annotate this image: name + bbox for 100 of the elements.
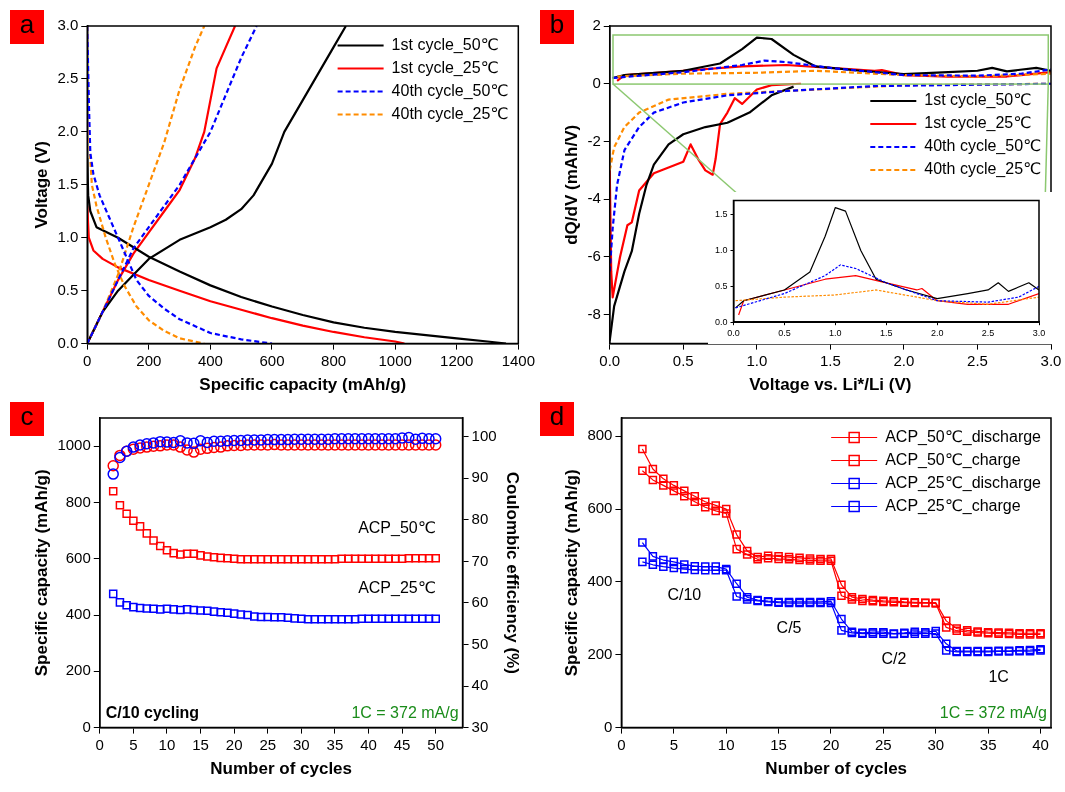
x-tick-label: 2.0 xyxy=(930,328,944,339)
x-tick-label: 30 xyxy=(927,735,945,753)
y-tick-label: 0 xyxy=(82,717,91,735)
x-axis-title: Voltage vs. Li*/Li (V) xyxy=(749,375,912,395)
legend-label: 1st cycle_50℃ xyxy=(924,91,1032,110)
annotation: 1C = 372 mA/g xyxy=(351,704,459,722)
x-tick-label: 0 xyxy=(617,735,626,753)
legend-label: 1st cycle_25℃ xyxy=(391,58,499,77)
x-tick-label: 30 xyxy=(292,735,310,753)
legend-label: ACP_25℃_charge xyxy=(885,496,1021,515)
y2-tick-label: 40 xyxy=(471,676,489,694)
y-tick-label: -2 xyxy=(587,131,601,149)
y-tick-label: 3.0 xyxy=(57,16,79,34)
y-axis-title: Specific capacity (mAh/g) xyxy=(561,469,581,677)
x-tick-label: 50 xyxy=(427,735,445,753)
y-tick-label: 1.0 xyxy=(57,227,79,245)
y-tick-label: 1.0 xyxy=(715,245,728,256)
series-label: ACP_50℃ xyxy=(358,518,436,537)
legend-label: 40th cycle_50℃ xyxy=(391,81,509,100)
x-tick-label: 2.0 xyxy=(893,351,915,369)
annotation: C/5 xyxy=(776,619,802,637)
x-tick-label: 1000 xyxy=(378,351,412,369)
y-tick-label: 0.5 xyxy=(57,280,79,298)
x-tick-label: 1200 xyxy=(440,351,474,369)
y-tick-label: 2.5 xyxy=(57,69,79,87)
x-tick-label: 20 xyxy=(225,735,243,753)
x-tick-label: 15 xyxy=(192,735,209,753)
series-label: ACP_25℃ xyxy=(358,579,436,598)
y-tick-label: 2.0 xyxy=(57,122,79,140)
x-tick-label: 1.0 xyxy=(746,351,768,369)
y-tick-label: 800 xyxy=(587,426,613,444)
chart-title: a xyxy=(19,9,35,40)
chart-title: b xyxy=(549,9,565,40)
y-tick-label: 2 xyxy=(592,16,601,34)
x-tick-label: 1.5 xyxy=(880,328,893,339)
annotation: C/10 cycling xyxy=(105,704,200,722)
y-tick-label: 1000 xyxy=(57,436,91,454)
x-axis-title: Number of cycles xyxy=(765,759,908,779)
legend-label: 40th cycle_25℃ xyxy=(924,160,1042,179)
y2-tick-label: 30 xyxy=(471,717,489,735)
y2-tick-label: 80 xyxy=(471,509,489,527)
y-tick-label: 0.5 xyxy=(715,280,728,291)
y-tick-label: 200 xyxy=(587,644,613,662)
y-axis-title: Voltage (V) xyxy=(31,141,51,229)
legend-label: ACP_25℃_discharge xyxy=(885,473,1042,492)
y-tick-label: 400 xyxy=(587,572,613,590)
x-tick-label: 40 xyxy=(1032,735,1049,753)
x-tick-label: 5 xyxy=(129,735,138,753)
x-tick-label: 0.5 xyxy=(778,328,791,339)
legend-label: ACP_50℃_discharge xyxy=(885,427,1042,446)
x-tick-label: 3.0 xyxy=(1040,351,1062,369)
y-tick-label: 1.5 xyxy=(57,174,79,192)
x-tick-label: 35 xyxy=(979,735,997,753)
x-axis-title: Specific capacity (mAh/g) xyxy=(199,375,407,395)
x-tick-label: 1.5 xyxy=(819,351,841,369)
legend-label: 1st cycle_50℃ xyxy=(391,35,499,54)
x-tick-label: 35 xyxy=(326,735,344,753)
x-tick-label: 800 xyxy=(321,351,347,369)
x-tick-label: 200 xyxy=(136,351,162,369)
y-tick-label: 600 xyxy=(587,499,613,517)
annotation: C/2 xyxy=(881,650,907,668)
legend-label: 40th cycle_25℃ xyxy=(391,104,509,123)
y-axis-title: dQ/dV (mAh/V) xyxy=(561,124,581,245)
x-tick-label: 3.0 xyxy=(1032,328,1046,339)
legend-label: 40th cycle_50℃ xyxy=(924,137,1042,156)
y-tick-label: -6 xyxy=(587,247,601,265)
y2-tick-label: 60 xyxy=(471,593,489,611)
x-tick-label: 10 xyxy=(158,735,176,753)
chart-title: d xyxy=(549,401,565,432)
x-tick-label: 10 xyxy=(717,735,735,753)
y-tick-label: -4 xyxy=(587,189,601,207)
chart-title: c xyxy=(20,401,34,432)
y-tick-label: 600 xyxy=(65,548,91,566)
x-tick-label: 400 xyxy=(197,351,223,369)
y2-tick-label: 90 xyxy=(471,468,489,486)
x-tick-label: 0 xyxy=(95,735,104,753)
annotation: C/10 xyxy=(667,585,702,603)
x-tick-label: 1400 xyxy=(501,351,535,369)
y-tick-label: -8 xyxy=(587,304,601,322)
x-axis-title: Number of cycles xyxy=(210,759,353,779)
y-tick-label: 1.5 xyxy=(715,209,728,220)
x-tick-label: 2.5 xyxy=(967,351,988,369)
y-tick-label: 0.0 xyxy=(715,316,728,327)
x-tick-label: 45 xyxy=(393,735,411,753)
x-tick-label: 2.5 xyxy=(981,328,995,339)
y-tick-label: 800 xyxy=(65,492,91,510)
x-tick-label: 40 xyxy=(360,735,377,753)
x-tick-label: 25 xyxy=(259,735,277,753)
x-tick-label: 15 xyxy=(770,735,787,753)
y2-tick-label: 50 xyxy=(471,634,489,652)
annotation: 1C xyxy=(988,667,1009,685)
x-tick-label: 5 xyxy=(669,735,678,753)
x-tick-label: 1.0 xyxy=(829,328,842,339)
y-axis-title: Specific capacity (mAh/g) xyxy=(31,469,51,677)
y2-axis-title: Coulombic efficiency (%) xyxy=(503,471,523,674)
y-tick-label: 200 xyxy=(65,661,91,679)
y2-tick-label: 100 xyxy=(471,426,497,444)
x-tick-label: 0.5 xyxy=(672,351,694,369)
y-tick-label: 400 xyxy=(65,605,91,623)
legend-label: ACP_50℃_charge xyxy=(885,450,1021,469)
